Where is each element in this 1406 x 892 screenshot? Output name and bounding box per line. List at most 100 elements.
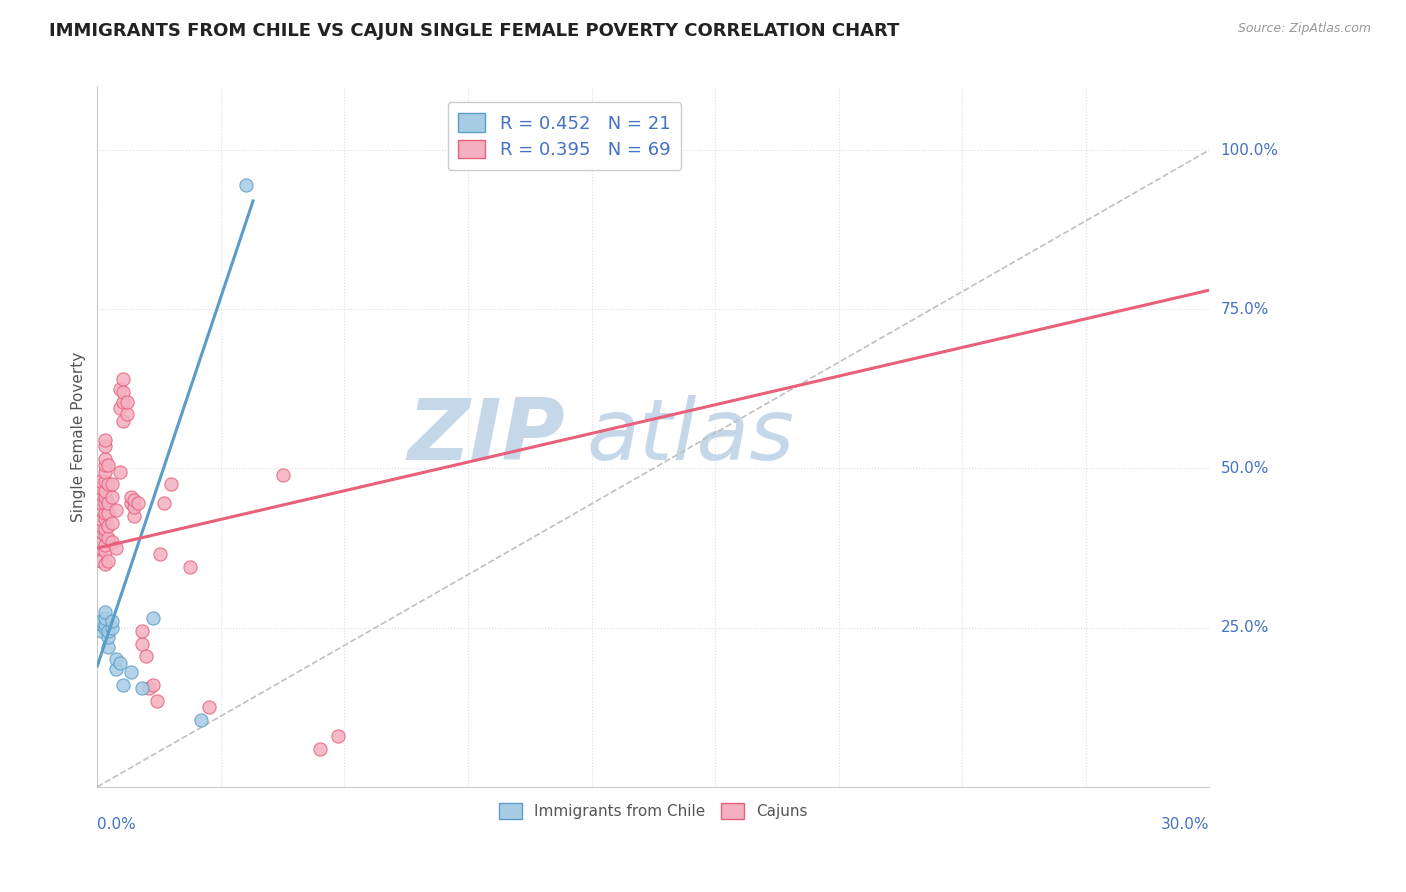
Cajuns [108, 465, 131, 479]
Cajuns [94, 544, 117, 558]
Immigrants from Chile [101, 621, 124, 635]
Cajuns [90, 518, 112, 533]
Cajuns [94, 439, 117, 453]
Cajuns [97, 506, 120, 520]
Cajuns [120, 496, 142, 510]
Cajuns [97, 554, 120, 568]
Cajuns [101, 477, 124, 491]
Cajuns [94, 506, 117, 520]
Cajuns [97, 518, 120, 533]
Text: IMMIGRANTS FROM CHILE VS CAJUN SINGLE FEMALE POVERTY CORRELATION CHART: IMMIGRANTS FROM CHILE VS CAJUN SINGLE FE… [49, 22, 900, 40]
Text: 30.0%: 30.0% [1161, 817, 1209, 832]
Cajuns [94, 538, 117, 552]
Cajuns [101, 490, 124, 504]
Cajuns [94, 496, 117, 510]
Cajuns [197, 700, 219, 714]
Immigrants from Chile [104, 662, 127, 676]
Immigrants from Chile [190, 713, 212, 727]
Immigrants from Chile [90, 614, 112, 628]
Cajuns [90, 525, 112, 540]
Text: 75.0%: 75.0% [1220, 301, 1268, 317]
Cajuns [94, 512, 117, 526]
Immigrants from Chile [97, 624, 120, 638]
Cajuns [145, 694, 167, 708]
Cajuns [153, 496, 176, 510]
Cajuns [108, 382, 131, 396]
Cajuns [90, 554, 112, 568]
Cajuns [101, 534, 124, 549]
Cajuns [94, 528, 117, 542]
Cajuns [90, 534, 112, 549]
Cajuns [149, 548, 172, 562]
Cajuns [90, 487, 112, 501]
Cajuns [94, 474, 117, 488]
Cajuns [135, 649, 157, 664]
Cajuns [97, 496, 120, 510]
Cajuns [124, 509, 146, 524]
Immigrants from Chile [97, 630, 120, 644]
Cajuns [94, 433, 117, 447]
Cajuns [308, 741, 330, 756]
Cajuns [94, 483, 117, 498]
Text: ZIP: ZIP [406, 395, 564, 478]
Cajuns [94, 522, 117, 536]
Cajuns [90, 541, 112, 555]
Immigrants from Chile [142, 611, 165, 625]
Immigrants from Chile [90, 624, 112, 638]
Immigrants from Chile [94, 621, 117, 635]
Immigrants from Chile [94, 611, 117, 625]
Immigrants from Chile [235, 178, 257, 192]
Immigrants from Chile [94, 605, 117, 619]
Cajuns [124, 493, 146, 508]
Immigrants from Chile [94, 617, 117, 632]
Cajuns [101, 516, 124, 530]
Cajuns [94, 465, 117, 479]
Cajuns [90, 474, 112, 488]
Cajuns [94, 451, 117, 466]
Cajuns [104, 541, 127, 555]
Cajuns [94, 490, 117, 504]
Cajuns [131, 624, 153, 638]
Cajuns [90, 481, 112, 495]
Cajuns [94, 458, 117, 473]
Text: 0.0%: 0.0% [97, 817, 136, 832]
Immigrants from Chile [104, 652, 127, 666]
Cajuns [112, 414, 135, 428]
Cajuns [112, 372, 135, 386]
Immigrants from Chile [90, 617, 112, 632]
Cajuns [94, 557, 117, 571]
Immigrants from Chile [131, 681, 153, 695]
Cajuns [127, 496, 149, 510]
Legend: Immigrants from Chile, Cajuns: Immigrants from Chile, Cajuns [491, 794, 817, 829]
Cajuns [112, 384, 135, 399]
Cajuns [328, 729, 350, 743]
Cajuns [124, 500, 146, 514]
Text: 25.0%: 25.0% [1220, 620, 1268, 635]
Cajuns [90, 496, 112, 510]
Immigrants from Chile [101, 614, 124, 628]
Text: atlas: atlas [586, 395, 794, 478]
Immigrants from Chile [120, 665, 142, 680]
Cajuns [108, 401, 131, 415]
Cajuns [271, 467, 294, 482]
Cajuns [179, 560, 201, 574]
Cajuns [90, 512, 112, 526]
Immigrants from Chile [108, 656, 131, 670]
Text: 50.0%: 50.0% [1220, 461, 1268, 476]
Cajuns [104, 503, 127, 517]
Cajuns [112, 394, 135, 409]
Cajuns [97, 532, 120, 546]
Y-axis label: Single Female Poverty: Single Female Poverty [72, 351, 86, 522]
Text: 100.0%: 100.0% [1220, 143, 1278, 158]
Immigrants from Chile [112, 678, 135, 692]
Cajuns [115, 407, 138, 421]
Cajuns [120, 490, 142, 504]
Cajuns [97, 458, 120, 473]
Cajuns [138, 681, 160, 695]
Cajuns [131, 636, 153, 650]
Cajuns [160, 477, 183, 491]
Cajuns [142, 678, 165, 692]
Text: Source: ZipAtlas.com: Source: ZipAtlas.com [1237, 22, 1371, 36]
Cajuns [115, 394, 138, 409]
Immigrants from Chile [97, 640, 120, 654]
